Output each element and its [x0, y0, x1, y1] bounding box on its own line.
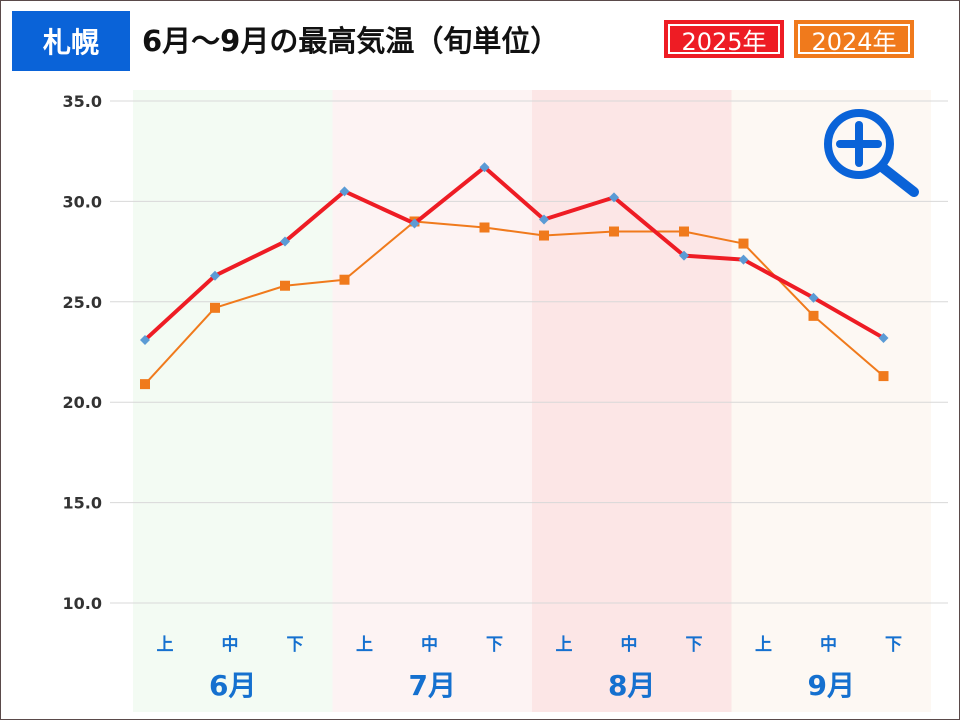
y-tick-label: 25.0: [63, 293, 102, 312]
x-axis-labels: 上 中 下 上 中 下 上 中 下 上 中 下 6月 7月 8月 9月: [157, 634, 903, 702]
month-label: 9月: [808, 669, 855, 702]
data-point: [140, 379, 150, 390]
y-axis-labels: 35.0 30.0 25.0 20.0 15.0 10.0: [63, 92, 102, 613]
x-tick-label: 下: [486, 635, 503, 655]
data-point: [409, 218, 420, 229]
city-badge: 札幌: [12, 11, 130, 71]
legend-2024: 2024年: [794, 20, 914, 58]
zoom-in-icon[interactable]: [824, 109, 919, 197]
month-band: [532, 90, 732, 712]
x-tick-label: 中: [820, 634, 837, 655]
y-tick-label: 35.0: [63, 92, 102, 111]
data-point: [609, 226, 619, 237]
data-point: [878, 371, 889, 382]
data-point: [339, 186, 350, 197]
month-band: [332, 90, 532, 712]
x-tick-label: 下: [686, 635, 703, 655]
x-tick-label: 上: [556, 635, 573, 655]
y-tick-label: 10.0: [63, 594, 102, 613]
month-band: [133, 90, 333, 712]
month-band: [731, 90, 931, 712]
series-line-2024年: [144, 220, 885, 385]
data-point: [539, 214, 549, 225]
x-tick-label: 上: [755, 635, 772, 655]
x-tick-label: 中: [621, 634, 638, 655]
y-tick-label: 30.0: [63, 192, 102, 211]
data-point: [808, 310, 819, 321]
data-point: [878, 332, 889, 343]
x-tick-label: 上: [157, 635, 174, 655]
data-point: [679, 226, 689, 237]
data-point: [140, 334, 150, 345]
data-point: [210, 270, 220, 281]
data-point: [280, 280, 290, 291]
data-point: [539, 230, 549, 241]
x-tick-label: 中: [222, 634, 239, 655]
x-tick-label: 上: [356, 635, 373, 655]
data-point: [609, 192, 619, 203]
month-label: 6月: [209, 669, 256, 702]
legend-2025: 2025年: [664, 20, 784, 58]
data-point: [679, 250, 689, 261]
y-tick-label: 20.0: [63, 393, 102, 412]
data-point: [479, 222, 490, 233]
x-tick-label: 中: [421, 634, 438, 655]
data-point: [738, 238, 749, 249]
x-tick-label: 下: [287, 635, 304, 655]
month-label: 8月: [608, 669, 655, 702]
data-point: [479, 162, 490, 173]
y-tick-label: 15.0: [63, 494, 102, 513]
data-point: [280, 236, 290, 247]
data-point: [339, 274, 350, 285]
data-point: [210, 302, 220, 313]
month-label: 7月: [409, 669, 456, 702]
chart-title: 6月～9月の最高気温（旬単位）: [142, 24, 560, 58]
data-point: [738, 254, 749, 265]
month-bands: [133, 90, 931, 712]
series-lines: [140, 162, 889, 390]
x-tick-label: 下: [885, 635, 902, 655]
data-point: [808, 292, 819, 303]
gridlines: [110, 100, 948, 604]
series-line-2025年: [143, 165, 885, 342]
